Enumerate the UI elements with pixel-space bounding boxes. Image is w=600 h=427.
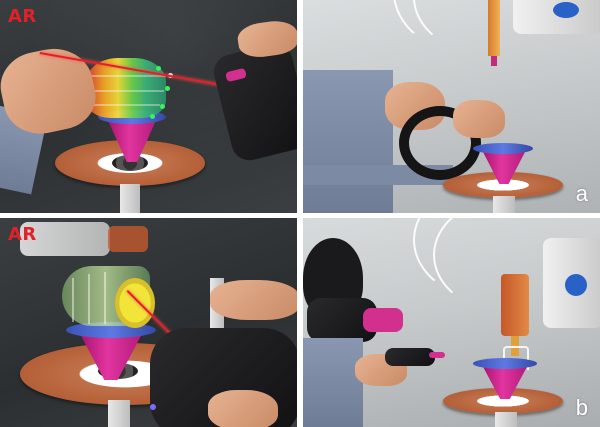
robot-cable [433, 218, 577, 312]
turntable-hub [112, 155, 148, 171]
operator-sleeve [303, 70, 393, 213]
controller-led [150, 404, 156, 410]
ar-label: AR [8, 6, 37, 27]
cone-rim [473, 358, 537, 369]
extruder-body [108, 226, 148, 252]
model-contour-line [88, 274, 90, 324]
model-contour-line [92, 104, 160, 106]
extruder-nozzle [491, 56, 497, 66]
right-hand [210, 280, 297, 320]
ar-label: AR [8, 224, 37, 245]
vr-controller-ring [399, 106, 481, 180]
panel-b-operator-headset: b [303, 218, 600, 427]
panel-a-operator-printing: a [303, 0, 600, 213]
printer-stand [493, 196, 515, 213]
cone-rim [473, 143, 533, 154]
controller-tip [429, 352, 445, 358]
panel-ar-cylinder-preview: AR [0, 218, 297, 427]
model-contour-line [104, 272, 106, 324]
printer-stand [108, 400, 130, 427]
headset-tracker [363, 308, 403, 332]
control-point [150, 114, 155, 119]
control-point [160, 104, 165, 109]
right-hand-thumb [208, 390, 278, 427]
operator-left-hand [453, 100, 505, 138]
control-point [156, 66, 161, 71]
robot-logo-badge [565, 274, 587, 296]
cylinder-end-face [115, 278, 155, 328]
vr-controller [385, 348, 435, 366]
model-contour-line [72, 278, 74, 322]
robot-arm [20, 222, 110, 256]
operator-sleeve [303, 338, 363, 427]
robot-logo-badge [553, 2, 579, 18]
panel-letter: b [575, 395, 588, 420]
model-contour-line [88, 90, 164, 92]
extruder-body [501, 274, 529, 336]
control-point [165, 86, 170, 91]
printer-stand [120, 184, 140, 213]
model-contour-line [86, 75, 166, 77]
panel-letter: a [575, 181, 588, 206]
panel-ar-rainbow-preview: AR [0, 0, 297, 213]
printer-stand [495, 412, 517, 427]
extruder-body [488, 0, 500, 56]
